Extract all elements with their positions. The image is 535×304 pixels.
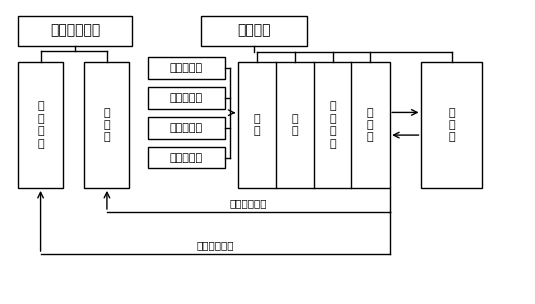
Bar — [85, 62, 129, 188]
Text: 活
塞
体: 活 塞 体 — [104, 108, 110, 142]
Bar — [148, 117, 225, 139]
Text: 温度传感器: 温度传感器 — [170, 63, 203, 73]
Bar — [148, 147, 225, 168]
Bar — [148, 87, 225, 109]
Bar — [18, 62, 63, 188]
Bar — [18, 16, 132, 46]
Text: 调节励磁电流: 调节励磁电流 — [196, 240, 234, 250]
Text: 数
模
转
换: 数 模 转 换 — [330, 102, 336, 149]
Text: 压力传感器: 压力传感器 — [170, 153, 203, 163]
Text: 计
算
机: 计 算 机 — [449, 108, 455, 142]
Bar — [422, 62, 483, 188]
Text: 励
磁
线
圈: 励 磁 线 圈 — [37, 102, 44, 149]
Bar — [148, 57, 225, 78]
Text: 单
片
机: 单 片 机 — [367, 108, 373, 142]
Bar — [201, 16, 307, 46]
Text: 转速传感器: 转速传感器 — [170, 93, 203, 103]
Bar — [238, 62, 389, 188]
Text: 霍尔传感器: 霍尔传感器 — [170, 123, 203, 133]
Text: 测控系统: 测控系统 — [238, 24, 271, 38]
Text: 滤
波: 滤 波 — [254, 114, 261, 136]
Text: 放
大: 放 大 — [292, 114, 298, 136]
Text: 调节油液压力: 调节油液压力 — [230, 199, 267, 208]
Text: 磁摩制动系统: 磁摩制动系统 — [50, 24, 100, 38]
